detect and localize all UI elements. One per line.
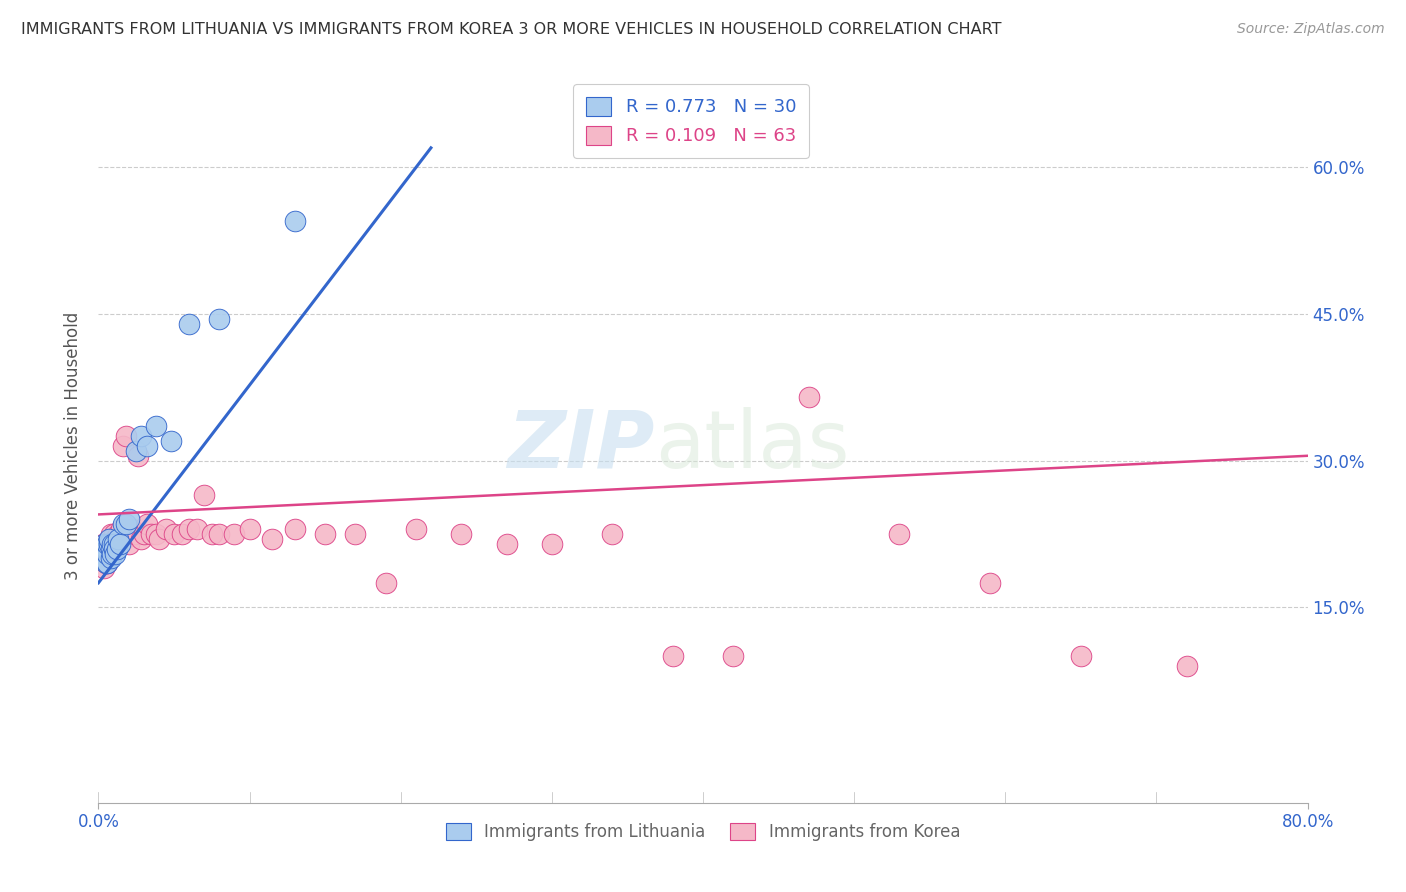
Point bbox=[96, 557, 118, 571]
Point bbox=[145, 527, 167, 541]
Point bbox=[129, 532, 152, 546]
Point bbox=[284, 214, 307, 228]
Point bbox=[103, 537, 125, 551]
Point bbox=[262, 532, 284, 546]
Point bbox=[797, 390, 820, 404]
Point bbox=[101, 532, 124, 546]
Point bbox=[111, 439, 134, 453]
Point bbox=[723, 649, 745, 664]
Point bbox=[135, 439, 157, 453]
Point bbox=[93, 561, 115, 575]
Point bbox=[141, 527, 163, 541]
Point bbox=[129, 429, 152, 443]
Legend: Immigrants from Lithuania, Immigrants from Korea: Immigrants from Lithuania, Immigrants fr… bbox=[439, 816, 967, 848]
Point bbox=[98, 537, 121, 551]
Point bbox=[103, 537, 125, 551]
Point bbox=[163, 527, 186, 541]
Point bbox=[160, 434, 183, 449]
Point bbox=[208, 527, 231, 541]
Point bbox=[132, 527, 155, 541]
Point bbox=[100, 527, 122, 541]
Point bbox=[186, 522, 208, 536]
Point bbox=[405, 522, 427, 536]
Point bbox=[107, 532, 129, 546]
Point bbox=[101, 547, 124, 561]
Point bbox=[100, 537, 122, 551]
Point bbox=[193, 488, 215, 502]
Point bbox=[110, 522, 132, 536]
Point bbox=[94, 537, 117, 551]
Point bbox=[100, 551, 122, 566]
Point bbox=[135, 517, 157, 532]
Point bbox=[98, 532, 121, 546]
Point bbox=[495, 537, 517, 551]
Point bbox=[979, 575, 1001, 590]
Point bbox=[101, 537, 124, 551]
Point bbox=[127, 449, 149, 463]
Text: IMMIGRANTS FROM LITHUANIA VS IMMIGRANTS FROM KOREA 3 OR MORE VEHICLES IN HOUSEHO: IMMIGRANTS FROM LITHUANIA VS IMMIGRANTS … bbox=[21, 22, 1001, 37]
Point bbox=[125, 443, 148, 458]
Point bbox=[103, 527, 125, 541]
Point bbox=[98, 551, 121, 566]
Point bbox=[124, 527, 146, 541]
Point bbox=[98, 541, 121, 556]
Point bbox=[344, 527, 367, 541]
Y-axis label: 3 or more Vehicles in Household: 3 or more Vehicles in Household bbox=[65, 312, 83, 580]
Point bbox=[111, 517, 134, 532]
Point bbox=[121, 522, 143, 536]
Point bbox=[239, 522, 262, 536]
Point bbox=[101, 541, 124, 556]
Point bbox=[93, 547, 115, 561]
Point bbox=[108, 537, 131, 551]
Point bbox=[108, 537, 131, 551]
Point bbox=[114, 517, 136, 532]
Point bbox=[170, 527, 193, 541]
Point bbox=[94, 557, 117, 571]
Point bbox=[94, 557, 117, 571]
Point bbox=[602, 527, 624, 541]
Point bbox=[100, 541, 122, 556]
Point bbox=[374, 575, 396, 590]
Point bbox=[94, 541, 117, 556]
Point bbox=[661, 649, 683, 664]
Point bbox=[107, 527, 129, 541]
Point bbox=[224, 527, 246, 541]
Point bbox=[179, 522, 201, 536]
Point bbox=[112, 532, 135, 546]
Point bbox=[103, 541, 125, 556]
Point bbox=[450, 527, 472, 541]
Point bbox=[179, 317, 201, 331]
Point bbox=[118, 537, 141, 551]
Point bbox=[1070, 649, 1092, 664]
Point bbox=[104, 532, 127, 546]
Point bbox=[96, 547, 118, 561]
Point bbox=[889, 527, 911, 541]
Point bbox=[201, 527, 224, 541]
Point bbox=[104, 547, 127, 561]
Point bbox=[148, 532, 170, 546]
Point bbox=[145, 419, 167, 434]
Point bbox=[155, 522, 177, 536]
Point bbox=[540, 537, 562, 551]
Point bbox=[94, 547, 117, 561]
Point bbox=[114, 429, 136, 443]
Point bbox=[105, 537, 128, 551]
Point bbox=[1175, 659, 1198, 673]
Point bbox=[105, 541, 128, 556]
Text: Source: ZipAtlas.com: Source: ZipAtlas.com bbox=[1237, 22, 1385, 37]
Point bbox=[98, 532, 121, 546]
Point bbox=[93, 537, 115, 551]
Point bbox=[96, 537, 118, 551]
Point bbox=[91, 547, 114, 561]
Point bbox=[93, 541, 115, 556]
Text: ZIP: ZIP bbox=[508, 407, 655, 485]
Point bbox=[96, 557, 118, 571]
Point bbox=[208, 312, 231, 326]
Text: atlas: atlas bbox=[655, 407, 849, 485]
Point bbox=[314, 527, 336, 541]
Point bbox=[96, 537, 118, 551]
Point bbox=[118, 512, 141, 526]
Point bbox=[284, 522, 307, 536]
Point bbox=[91, 537, 114, 551]
